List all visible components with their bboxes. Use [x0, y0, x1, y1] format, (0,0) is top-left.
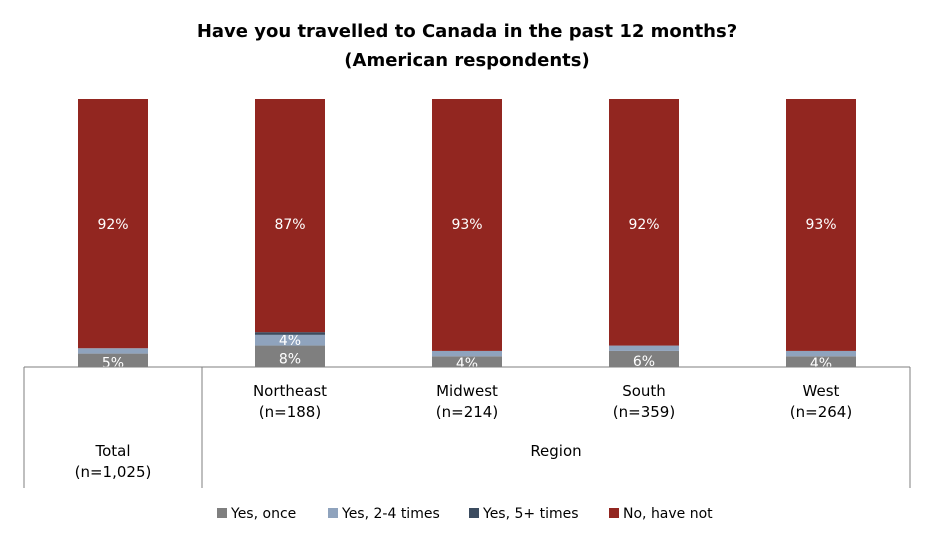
- bar-segment-yes-once-south: [609, 350, 679, 367]
- legend-label: Yes, 2-4 times: [341, 506, 440, 522]
- category-label-west: West: [803, 382, 840, 400]
- data-label: 5%: [102, 355, 124, 371]
- bars-group: 5% 92% 8% 4% 87% 4% 93% 6% 92% 4% 93%: [78, 99, 856, 372]
- category-n-total: (n=1,025): [75, 463, 152, 481]
- bar-segment-yes-2-4-times-south: [609, 345, 679, 351]
- legend: Yes, once Yes, 2-4 times Yes, 5+ times No, …: [217, 506, 713, 522]
- bar-segment-yes-2-4-times-northeast: [255, 334, 325, 346]
- category-n-northeast: (n=188): [259, 403, 321, 421]
- legend-label: No, have not: [623, 506, 713, 522]
- bar-segment-no-have-not-south: [609, 99, 679, 346]
- legend-label: Yes, 5+ times: [482, 506, 579, 522]
- group-label-region: Region: [530, 442, 581, 460]
- chart-title-line1: Have you travelled to Canada in the past…: [197, 21, 737, 42]
- bar-segment-no-have-not-midwest: [432, 99, 502, 351]
- bar-segment-yes-once-midwest: [432, 356, 502, 367]
- bar-segment-yes-once-west: [786, 356, 856, 367]
- legend-swatch-no-have-not: [609, 508, 619, 518]
- data-label: 87%: [274, 217, 305, 233]
- category-labels: Total (n=1,025) Northeast (n=188) Midwest (n=…: [75, 382, 853, 481]
- category-n-west: (n=264): [790, 403, 852, 421]
- data-label: 8%: [279, 351, 301, 367]
- bar-segment-no-have-not-west: [786, 99, 856, 351]
- bar-segment-yes-once-northeast: [255, 345, 325, 367]
- category-n-south: (n=359): [613, 403, 675, 421]
- category-n-midwest: (n=214): [436, 403, 498, 421]
- data-label: 93%: [451, 217, 482, 233]
- category-label-midwest: Midwest: [436, 382, 498, 400]
- legend-label: Yes, once: [230, 506, 296, 522]
- data-label: 93%: [805, 217, 836, 233]
- bar-segment-yes-2-4-times-midwest: [432, 350, 502, 357]
- data-label: 92%: [97, 217, 128, 233]
- category-label-total: Total: [94, 442, 130, 460]
- data-label: 4%: [456, 356, 478, 372]
- category-label-south: South: [622, 382, 666, 400]
- bar-segment-no-have-not-total: [78, 99, 148, 349]
- legend-swatch-yes-once: [217, 508, 227, 518]
- data-label: 4%: [279, 333, 301, 349]
- legend-swatch-yes-5-times: [469, 508, 479, 518]
- category-label-northeast: Northeast: [253, 382, 327, 400]
- category-axis-table: [23, 366, 911, 488]
- bar-segment-no-have-not-northeast: [255, 99, 325, 333]
- data-label: 6%: [633, 354, 655, 370]
- chart-title-line2: (American respondents): [344, 50, 589, 71]
- bar-segment-yes-2-4-times-total: [78, 348, 148, 354]
- bar-segment-yes-2-4-times-west: [786, 350, 856, 357]
- bar-segment-yes-5-times-northeast: [255, 332, 325, 335]
- legend-swatch-yes-2-4-times: [328, 508, 338, 518]
- data-label: 4%: [810, 356, 832, 372]
- bar-segment-yes-once-total: [78, 353, 148, 367]
- data-label: 92%: [628, 217, 659, 233]
